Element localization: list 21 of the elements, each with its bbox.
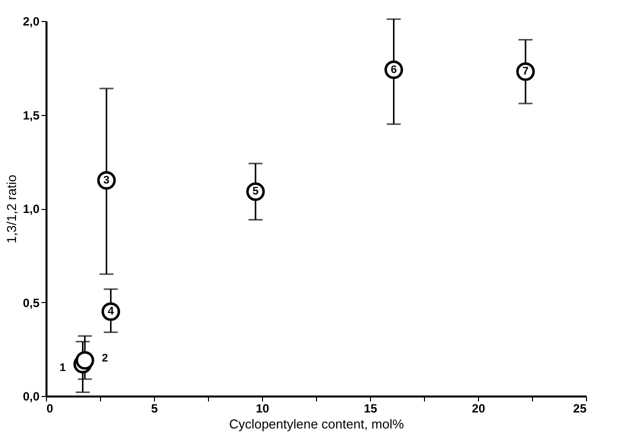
y-tick-label: 2,0 [22, 14, 40, 28]
annotation: 3 [103, 174, 110, 186]
x-tick-label: 5 [151, 402, 158, 416]
annotation: 6 [390, 64, 397, 76]
x-tick-label: 20 [472, 402, 486, 416]
annotation: 4 [108, 306, 115, 318]
point [76, 351, 94, 370]
x-tick-label: 10 [256, 402, 270, 416]
x-axis-title: Cyclopentylene content, mol% [229, 416, 404, 432]
y-axis-title: 1,3/1,2 ratio [4, 174, 19, 244]
x-tick-label: 0 [46, 402, 54, 416]
annotation: 5 [252, 186, 259, 198]
x-tick-label: 15 [364, 402, 378, 416]
y-tick-label: 0,0 [22, 390, 40, 404]
x-tick-label: 25 [573, 402, 587, 416]
y-tick-label: 1,5 [22, 108, 40, 122]
y-tick-label: 0,5 [22, 296, 40, 310]
annotation: 1 [60, 362, 66, 374]
y-tick-label: 1,0 [22, 202, 40, 216]
annotation: 2 [102, 352, 108, 364]
annotation: 7 [522, 66, 529, 78]
